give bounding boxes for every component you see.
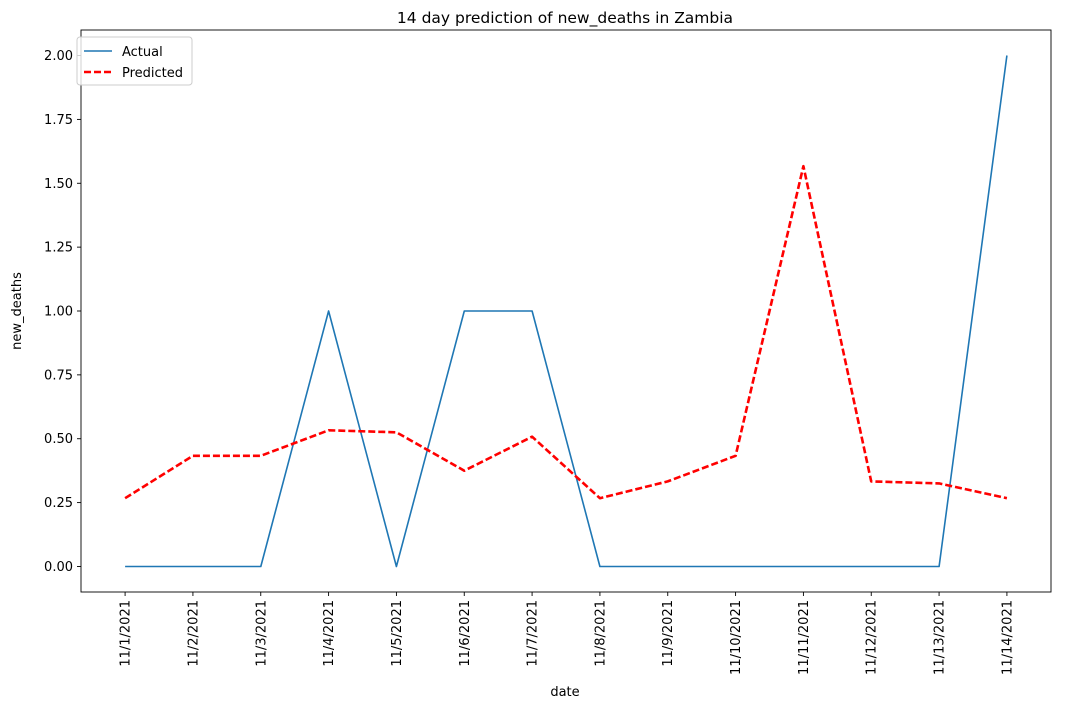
y-axis-label: new_deaths [10,272,25,350]
x-tick-label: 11/8/2021 [593,600,608,667]
legend-predicted-label: Predicted [122,66,183,81]
x-tick-label: 11/5/2021 [390,600,405,667]
x-tick-label: 11/2/2021 [186,600,201,667]
x-tick-label: 11/9/2021 [661,600,676,667]
y-tick-label: 1.75 [44,113,73,128]
x-tick-label: 11/3/2021 [254,600,269,667]
series-line-predicted [124,164,1008,500]
axes-frame [80,29,1052,593]
x-tick-label: 11/14/2021 [1000,600,1015,675]
x-axis-label: date [550,685,579,700]
x-tick-label: 11/7/2021 [526,600,541,667]
x-tick-label: 11/1/2021 [119,600,134,667]
y-tick-label: 0.50 [44,432,73,447]
x-tick-label: 11/4/2021 [322,600,337,667]
y-tick-label: 1.25 [44,241,73,256]
x-tick-label: 11/11/2021 [797,600,812,675]
y-tick-label: 1.00 [44,305,73,320]
x-tick-label: 11/13/2021 [933,600,948,675]
series-line-actual [125,55,1008,568]
plot-area: 0.00 0.25 0.50 0.75 1.00 1.25 1.50 1.75 2.00 11/1… [44,49,1015,675]
legend-actual-label: Actual [122,45,163,60]
legend: Actual Predicted [76,36,193,86]
x-tick-label: 11/12/2021 [865,600,880,675]
y-tick-label: 0.00 [44,560,73,575]
x-tick-label: 11/6/2021 [458,600,473,667]
chart-title: 14 day prediction of new_deaths in Zambi… [397,9,733,28]
y-tick-label: 2.00 [44,49,73,64]
y-tick-label: 1.50 [44,177,73,192]
x-tick-label: 11/10/2021 [729,600,744,675]
y-tick-label: 0.25 [44,496,73,511]
y-tick-label: 0.75 [44,368,73,383]
